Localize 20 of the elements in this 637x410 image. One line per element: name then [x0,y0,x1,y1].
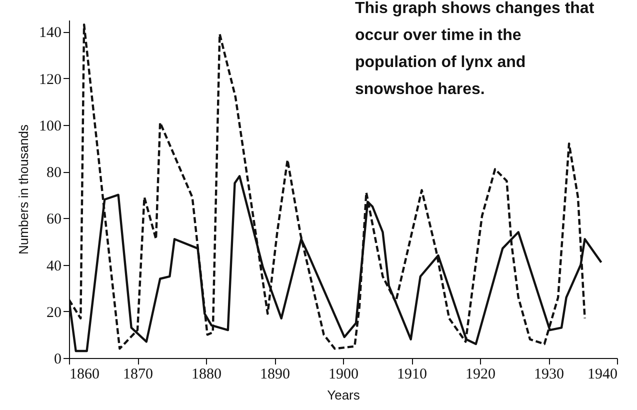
x-tick-label: 1860 [70,366,100,382]
y-tick-label: 0 [54,352,62,368]
annotation: This graph shows changes that occur over time in the population of lynx and snowshoe hares. [355,0,595,98]
y-tick-label: 60 [46,212,62,228]
x-tick-label: 1910 [397,366,427,382]
y-tick-label: 80 [46,165,62,182]
y-tick-label: 100 [39,118,62,134]
y-tick-label: 20 [46,304,62,321]
x-tick-label: 1870 [123,366,153,382]
y-tick-label: 40 [46,258,62,274]
x-tick-label: 1900 [328,366,358,382]
y-tick-label: 120 [39,72,62,88]
x-axis-title: Years [327,388,360,402]
x-tick-label: 1930 [534,366,564,382]
y-tick-label: 140 [39,25,62,42]
x-tick-label: 1940 [588,366,618,382]
x-tick-label: 1920 [466,366,496,382]
y-axis-title: Numbers in thousands [16,124,31,255]
x-tick-label: 1890 [260,366,290,382]
x-tick-label: 1880 [192,366,222,382]
